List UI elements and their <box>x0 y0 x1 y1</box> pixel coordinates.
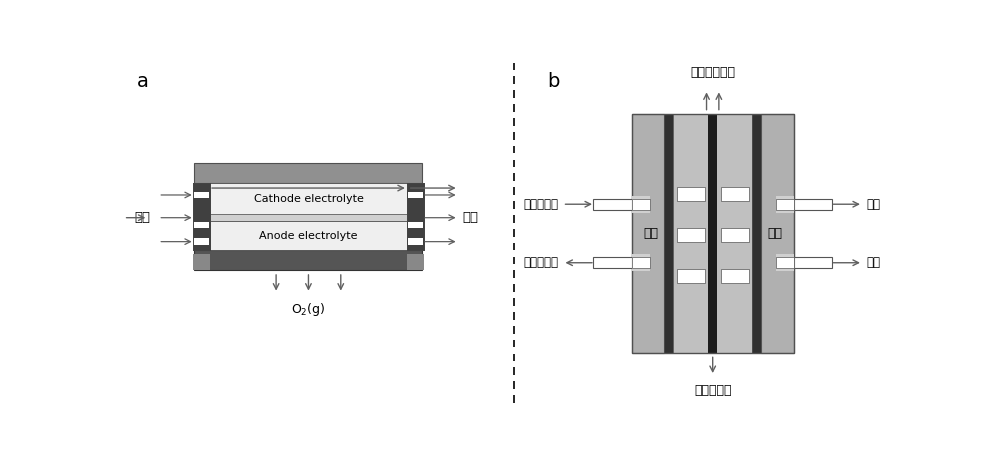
Bar <box>721 228 749 242</box>
Bar <box>794 257 832 268</box>
Bar <box>717 114 752 353</box>
Bar <box>193 184 210 193</box>
Bar <box>632 196 650 213</box>
Bar <box>664 114 673 353</box>
Bar <box>193 183 210 193</box>
Text: Cathode electrolyte: Cathode electrolyte <box>254 194 363 204</box>
Text: a: a <box>137 72 149 91</box>
Text: O$_2$(g): O$_2$(g) <box>291 301 326 318</box>
Text: 阴极: 阴极 <box>767 227 782 240</box>
Bar <box>632 199 650 210</box>
Bar <box>210 221 407 250</box>
Text: 烯烳: 烯烳 <box>867 256 881 269</box>
Bar <box>708 114 717 353</box>
Text: 气体扩散电极: 气体扩散电极 <box>690 66 735 80</box>
Bar <box>193 183 210 250</box>
Bar <box>632 257 650 268</box>
Bar <box>776 257 794 268</box>
Bar <box>776 199 794 210</box>
Bar <box>677 187 705 201</box>
Text: 阳极: 阳极 <box>643 227 658 240</box>
Bar <box>593 199 632 210</box>
Bar <box>721 187 749 201</box>
Bar <box>673 114 708 353</box>
Bar <box>210 214 407 221</box>
Bar <box>632 114 794 353</box>
Bar <box>593 257 632 268</box>
Bar <box>194 164 422 183</box>
Bar <box>193 255 210 271</box>
Bar <box>721 269 749 283</box>
Text: 阳极电解液: 阳极电解液 <box>524 198 559 211</box>
Bar <box>776 196 794 213</box>
Bar <box>407 183 424 250</box>
Bar <box>210 183 407 214</box>
Bar <box>407 183 424 250</box>
Bar <box>193 239 209 245</box>
Bar <box>194 250 422 271</box>
Bar <box>408 191 423 198</box>
Text: 离子交换膜: 离子交换膜 <box>694 383 731 397</box>
Text: 决烳: 决烳 <box>867 198 881 211</box>
Bar <box>632 114 664 353</box>
Bar <box>408 191 423 198</box>
Bar <box>193 191 209 198</box>
Bar <box>408 239 423 245</box>
Text: b: b <box>547 72 560 91</box>
Bar <box>408 222 423 228</box>
Text: 烯烳: 烯烳 <box>462 211 478 224</box>
Text: Anode electrolyte: Anode electrolyte <box>259 231 358 241</box>
Bar <box>193 222 209 228</box>
Bar <box>632 254 650 271</box>
Bar <box>677 228 705 242</box>
Bar <box>776 254 794 271</box>
Bar <box>794 199 832 210</box>
Bar <box>761 114 794 353</box>
Text: 阳极电解液: 阳极电解液 <box>524 256 559 269</box>
Bar <box>193 183 210 250</box>
Bar <box>752 114 761 353</box>
Bar <box>193 191 209 198</box>
Bar <box>677 269 705 283</box>
Text: 决烳: 决烳 <box>135 211 151 224</box>
Bar <box>407 255 424 271</box>
